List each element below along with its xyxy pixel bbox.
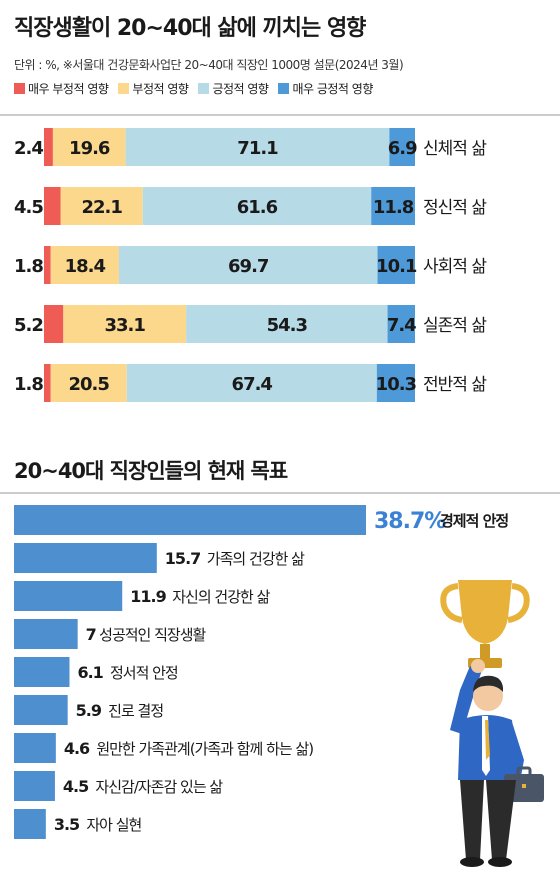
goal-bar	[14, 695, 68, 725]
stacked-bar-segment	[44, 187, 61, 225]
goal-bar	[14, 581, 123, 611]
segment-value-label: 11.8	[373, 197, 414, 218]
segment-value-label: 19.6	[69, 138, 110, 159]
category-label: 실존적 삶	[423, 316, 487, 336]
goal-bar	[14, 657, 70, 687]
goal-value-label: 4.5	[63, 777, 89, 796]
stacked-bar-segment	[118, 246, 378, 284]
segment-value-label: 71.1	[237, 138, 278, 159]
goal-value-label: 38.7%	[374, 509, 446, 534]
goal-category-label: 원만한 가족관계(가족과 함께 하는 삶)	[96, 740, 313, 758]
segment-value-label: 4.5	[14, 197, 43, 218]
stacked-bar-segment	[376, 364, 415, 402]
chart1-legend: 매우 부정적 영향 부정적 영향 긍정적 영향 매우 긍정적 영향	[14, 80, 373, 97]
category-label: 사회적 삶	[423, 257, 487, 277]
goal-category-label: 경제적 안정	[440, 512, 508, 530]
stacked-bar-segment	[126, 364, 377, 402]
legend-item: 부정적 영향	[118, 80, 189, 97]
legend-label: 매우 긍정적 영향	[292, 82, 373, 96]
goal-category-label: 정서적 안정	[110, 664, 178, 682]
segment-value-label: 54.3	[267, 315, 308, 336]
stacked-bar-segment	[44, 128, 53, 166]
stacked-bar-segment	[125, 128, 390, 166]
segment-value-label: 33.1	[104, 315, 145, 336]
legend-swatch	[14, 83, 25, 94]
category-label: 정신적 삶	[423, 198, 487, 218]
stacked-bar-segment	[50, 246, 119, 284]
stacked-bar-segment	[52, 128, 126, 166]
segment-value-label: 18.4	[65, 256, 106, 277]
goal-category-label: 자아 실현	[86, 816, 141, 834]
segment-value-label: 69.7	[228, 256, 269, 277]
goal-category-label: 진로 결정	[108, 702, 163, 720]
segment-value-label: 5.2	[14, 315, 43, 336]
stacked-bar-segment	[44, 305, 64, 343]
goal-value-label: 4.6	[64, 739, 90, 758]
legend-item: 긍정적 영향	[198, 80, 269, 97]
goal-bar	[14, 733, 56, 763]
goal-category-label: 자신의 건강한 삶	[172, 588, 270, 606]
category-label: 전반적 삶	[423, 375, 487, 395]
legend-item: 매우 긍정적 영향	[278, 80, 373, 97]
stacked-bar-segment	[63, 305, 187, 343]
stacked-bar-chart: 2.4 19.6 71.1 6.9 신체적 삶 4.5 22.1 61.6 11.8 정신적 삶 1…	[0, 114, 560, 402]
legend-label: 부정적 영향	[132, 82, 189, 96]
segment-value-label: 20.5	[68, 374, 109, 395]
stacked-bar-segment	[44, 364, 51, 402]
legend-item: 매우 부정적 영향	[14, 80, 109, 97]
segment-value-label: 67.4	[232, 374, 273, 395]
goal-value-label: 15.7	[165, 549, 200, 568]
category-label: 신체적 삶	[423, 139, 487, 159]
segment-value-label: 22.1	[81, 197, 122, 218]
goal-bar	[14, 619, 78, 649]
goal-value-label: 3.5	[54, 815, 80, 834]
goal-bar	[14, 505, 366, 535]
stacked-bar-segment	[377, 246, 415, 284]
goal-value-label: 5.9	[76, 701, 102, 720]
stacked-bar-segment	[186, 305, 388, 343]
stacked-bar-segment	[44, 246, 51, 284]
segment-value-label: 1.8	[14, 256, 43, 277]
segment-value-label: 1.8	[14, 374, 43, 395]
segment-value-label: 6.9	[388, 138, 417, 159]
legend-swatch	[118, 83, 130, 94]
goal-category-label: 자신감/자존감 있는 삶	[95, 778, 223, 796]
legend-swatch	[198, 83, 210, 94]
stacked-bar-segment	[389, 128, 415, 166]
segment-value-label: 7.4	[387, 315, 416, 336]
businessman-holding-trophy-icon	[440, 580, 544, 867]
goal-value-label: 6.1	[77, 663, 103, 682]
goal-bar	[14, 771, 55, 801]
segment-value-label: 2.4	[14, 138, 43, 159]
legend-swatch	[278, 83, 290, 94]
chart1-source-note: 단위 : %, ※서울대 건강문화사업단 20~40대 직장인 1000명 설문…	[14, 58, 404, 72]
goal-category-label: 성공적인 직장생활	[99, 626, 206, 644]
segment-value-label: 10.3	[376, 374, 417, 395]
stacked-bar-segment	[371, 187, 415, 225]
chart2-title: 20~40대 직장인들의 현재 목표	[14, 459, 288, 483]
legend-label: 매우 부정적 영향	[28, 82, 109, 96]
goal-bar	[14, 543, 157, 573]
stacked-bar-segment	[50, 364, 127, 402]
goal-value-label: 11.9	[130, 587, 166, 606]
segment-value-label: 61.6	[237, 197, 278, 218]
stacked-bar-segment	[387, 305, 415, 343]
segment-value-label: 10.1	[376, 256, 417, 277]
legend-label: 긍정적 영향	[212, 82, 269, 96]
stacked-bar-segment	[142, 187, 372, 225]
stacked-bar-segment	[60, 187, 143, 225]
chart1-title: 직장생활이 20~40대 삶에 끼치는 영향	[14, 16, 366, 41]
goal-bar	[14, 809, 46, 839]
goal-value-label: 7	[86, 625, 96, 644]
goal-category-label: 가족의 건강한 삶	[207, 550, 305, 568]
